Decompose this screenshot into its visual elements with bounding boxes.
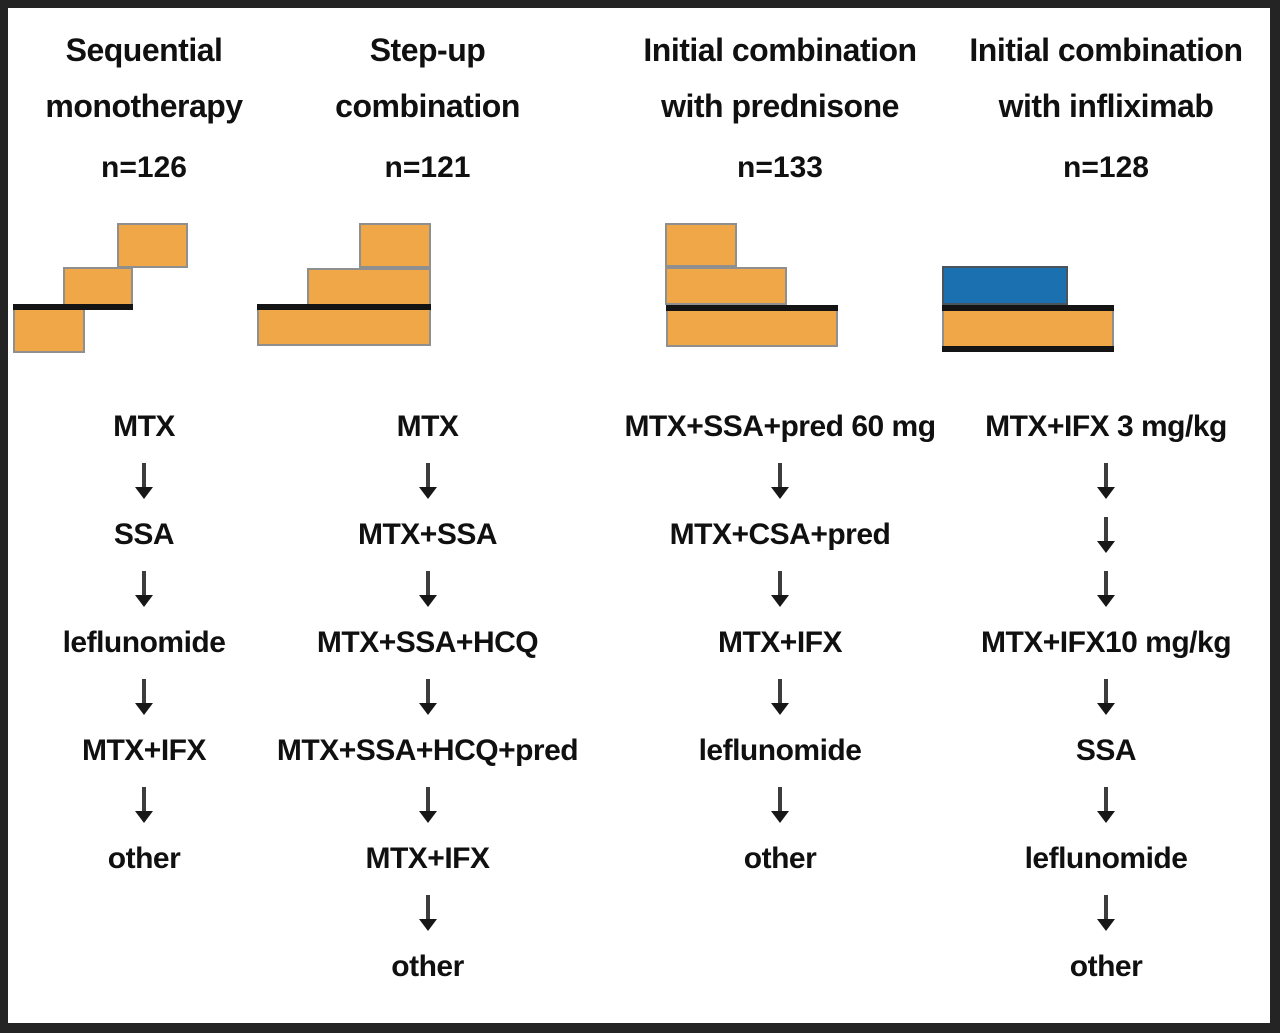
sample-size-label: n=126	[101, 151, 187, 184]
baseline-bar	[666, 305, 838, 311]
flow-step: MTX+IFX10 mg/kg	[980, 626, 1232, 659]
down-arrow-icon	[418, 463, 437, 499]
column-title-line2: combination	[335, 88, 520, 124]
flow-step: leflunomide	[698, 734, 862, 767]
column-header: Initial combination with prednisone n=13…	[600, 0, 960, 188]
treatment-flow: MTX+SSA+pred 60 mg MTX+CSA+pred MTX+IFX …	[600, 405, 960, 881]
sample-size-label: n=121	[384, 151, 471, 184]
stair-rect-top	[117, 223, 188, 268]
down-arrow-icon	[418, 787, 437, 823]
down-arrow-icon	[418, 679, 437, 715]
flow-step: other	[1069, 950, 1143, 983]
baseline-bar-top	[942, 305, 1114, 311]
flow-step: MTX+SSA	[357, 518, 498, 551]
column-header: Sequential monotherapy n=126	[8, 0, 280, 188]
flow-step: other	[107, 842, 181, 875]
stair-rect-top	[359, 223, 431, 268]
down-arrow-icon	[135, 571, 153, 607]
stair-rect-middle	[63, 267, 133, 306]
infliximab-blue-bar	[942, 266, 1068, 305]
column-title: Sequential monotherapy	[8, 0, 280, 134]
down-arrow-icon	[1097, 787, 1115, 823]
flow-step: SSA	[113, 518, 175, 551]
treatment-flow: MTX+IFX 3 mg/kg MTX+IFX10 mg/kg SSA lefl…	[940, 405, 1272, 989]
column-title: Initial combination with infliximab	[940, 0, 1272, 134]
treatment-flow: MTX SSA leflunomide MTX+IFX other	[8, 405, 280, 881]
column-header: Step-up combination n=121	[255, 0, 600, 188]
flow-step: MTX	[113, 410, 175, 443]
down-arrow-icon	[1097, 463, 1115, 499]
stair-rect-middle	[665, 267, 787, 305]
flow-step: MTX+SSA+HCQ	[316, 626, 539, 659]
down-arrow-icon	[771, 463, 789, 499]
column-title: Step-up combination	[255, 0, 600, 134]
baseline-bar-bottom	[942, 346, 1114, 352]
flow-step: MTX	[396, 410, 459, 443]
down-arrow-icon	[1097, 895, 1115, 931]
column-header: Initial combination with infliximab n=12…	[940, 0, 1272, 188]
down-arrow-icon	[418, 571, 437, 607]
flow-step: MTX+SSA+pred 60 mg	[624, 410, 936, 443]
down-arrow-icon	[1097, 517, 1115, 553]
down-arrow-icon	[771, 571, 789, 607]
stair-rect-bottom	[666, 309, 838, 347]
down-arrow-icon	[135, 679, 153, 715]
baseline-bar	[13, 304, 133, 310]
column-title-line1: Initial combination	[643, 32, 917, 68]
column-title-line2: with prednisone	[661, 88, 899, 124]
column-title-line2: with infliximab	[998, 88, 1214, 124]
stair-rect-bottom	[257, 308, 431, 346]
column-sequential-monotherapy: Sequential monotherapy n=126 MTX SSA lef…	[8, 0, 280, 1033]
column-step-up-combination: Step-up combination n=121 MTX MTX+SSA MT…	[255, 0, 600, 1033]
column-title: Initial combination with prednisone	[600, 0, 960, 134]
column-initial-combination-prednisone: Initial combination with prednisone n=13…	[600, 0, 960, 1033]
column-title-line1: Sequential	[65, 32, 223, 68]
down-arrow-icon	[135, 463, 153, 499]
flow-step: SSA	[1075, 734, 1137, 767]
flow-step: MTX+IFX	[81, 734, 207, 767]
flow-step: MTX+IFX 3 mg/kg	[985, 410, 1227, 443]
stair-rect-middle	[307, 268, 431, 306]
stair-rect-bottom	[942, 311, 1114, 346]
column-initial-combination-infliximab: Initial combination with infliximab n=12…	[940, 0, 1272, 1033]
sample-size-label: n=128	[1063, 151, 1149, 184]
flow-step: other	[743, 842, 817, 875]
flow-step: MTX+SSA+HCQ+pred	[276, 734, 579, 767]
down-arrow-icon	[1097, 679, 1115, 715]
column-title-line1: Initial combination	[969, 32, 1243, 68]
baseline-bar	[257, 304, 431, 310]
flow-step: MTX+CSA+pred	[669, 518, 891, 551]
sample-size-label: n=133	[737, 151, 823, 184]
treatment-flow: MTX MTX+SSA MTX+SSA+HCQ MTX+SSA+HCQ+pred…	[255, 405, 600, 989]
column-title-line1: Step-up	[369, 32, 486, 68]
flow-step: MTX+IFX	[717, 626, 843, 659]
column-title-line2: monotherapy	[45, 88, 243, 124]
down-arrow-icon	[771, 679, 789, 715]
stair-rect-bottom	[13, 308, 85, 353]
down-arrow-icon	[1097, 571, 1115, 607]
down-arrow-icon	[135, 787, 153, 823]
down-arrow-icon	[771, 787, 789, 823]
flow-step: other	[391, 950, 464, 983]
flow-step: leflunomide	[62, 626, 226, 659]
down-arrow-icon	[418, 895, 437, 931]
flow-step: MTX+IFX	[365, 842, 490, 875]
stair-rect-top	[665, 223, 737, 267]
flow-step: leflunomide	[1024, 842, 1188, 875]
